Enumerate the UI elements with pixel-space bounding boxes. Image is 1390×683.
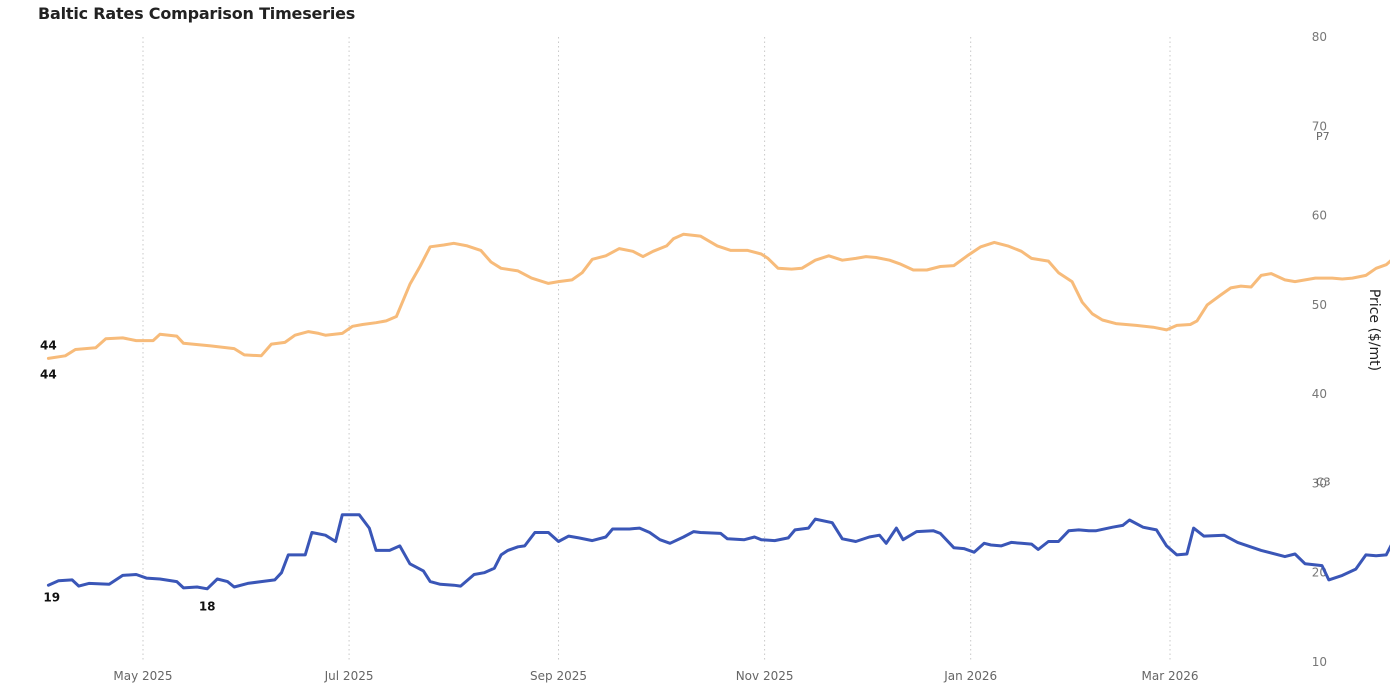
y-tick-label: 10 [1312,655,1327,669]
data-label: 19 [43,591,60,605]
y-tick-label: 70 [1312,119,1327,133]
series-lines [46,232,1390,591]
data-labels: P744447069C319183130 [40,130,1331,614]
data-label: 44 [40,338,57,352]
gridlines [142,37,1171,662]
chart-title: Baltic Rates Comparison Timeseries [38,4,356,23]
x-tick-label: Sep 2025 [530,669,587,683]
y-tick-label: 50 [1312,298,1327,312]
x-tick-label: Jan 2026 [943,669,997,683]
series-end-label: P7 [1316,130,1330,143]
y-tick-label: 40 [1312,387,1327,401]
y-tick-label: 30 [1312,476,1327,490]
y-axis-label: Price ($/mt) [1366,289,1382,371]
x-axis: May 2025 Jul 2025 Sep 2025 Nov 2025 Jan 2026… [113,669,1198,683]
y-tick-label: 60 [1312,209,1327,223]
series-line-p7 [46,232,1390,360]
x-tick-label: Nov 2025 [736,669,794,683]
y-tick-label: 80 [1312,30,1327,44]
x-tick-label: Mar 2026 [1142,669,1199,683]
series-line-c3 [46,513,1390,591]
series-end-label: C3 [1316,476,1331,489]
data-label: 44 [40,367,57,381]
data-label: 18 [199,600,216,614]
x-tick-label: May 2025 [113,669,172,683]
x-tick-label: Jul 2025 [324,669,374,683]
